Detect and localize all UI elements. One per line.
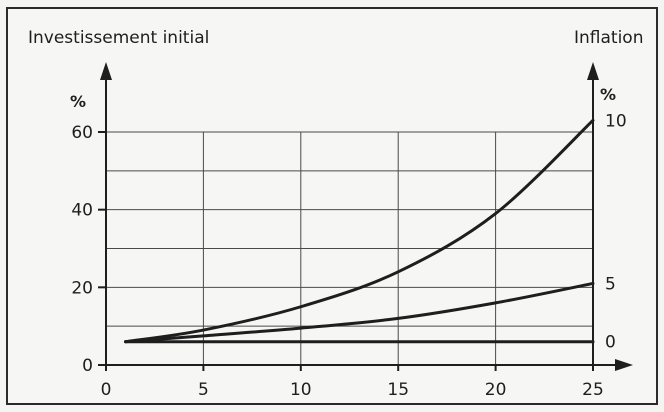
chart-frame xyxy=(6,7,658,405)
x-tick-label: 25 xyxy=(582,380,604,400)
left-y-axis-arrow-icon xyxy=(100,62,112,80)
left-tick-label: 60 xyxy=(71,123,93,143)
x-tick-label: 5 xyxy=(198,380,209,400)
right-axis-unit: % xyxy=(600,85,616,104)
x-tick-label: 15 xyxy=(387,380,409,400)
axes xyxy=(98,62,633,371)
right-y-axis-arrow-icon xyxy=(587,62,599,80)
left-tick-label: 0 xyxy=(82,356,93,376)
grid xyxy=(106,131,593,365)
left-tick-label: 40 xyxy=(71,201,93,221)
x-tick-label: 10 xyxy=(290,380,312,400)
right-tick-label: 10 xyxy=(605,111,627,131)
tick-labels: 0 20 40 60 0 5 10 15 20 25 0 5 10 xyxy=(71,111,626,400)
right-tick-label: 0 xyxy=(605,333,616,353)
left-tick-label: 20 xyxy=(71,278,93,298)
left-axis-unit: % xyxy=(70,92,86,111)
right-tick-label: 5 xyxy=(605,274,616,294)
left-axis-title: Investissement initial xyxy=(28,28,209,48)
x-tick-label: 0 xyxy=(101,380,112,400)
right-axis-title: Inflation xyxy=(574,28,643,48)
x-axis-arrow-icon xyxy=(615,359,633,371)
series xyxy=(123,118,595,344)
series-line-inflation-5 xyxy=(123,281,595,344)
series-line-inflation-10 xyxy=(123,118,595,344)
x-tick-label: 20 xyxy=(485,380,507,400)
